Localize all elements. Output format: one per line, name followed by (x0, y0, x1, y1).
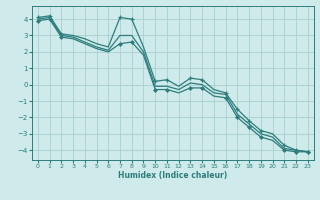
X-axis label: Humidex (Indice chaleur): Humidex (Indice chaleur) (118, 171, 228, 180)
